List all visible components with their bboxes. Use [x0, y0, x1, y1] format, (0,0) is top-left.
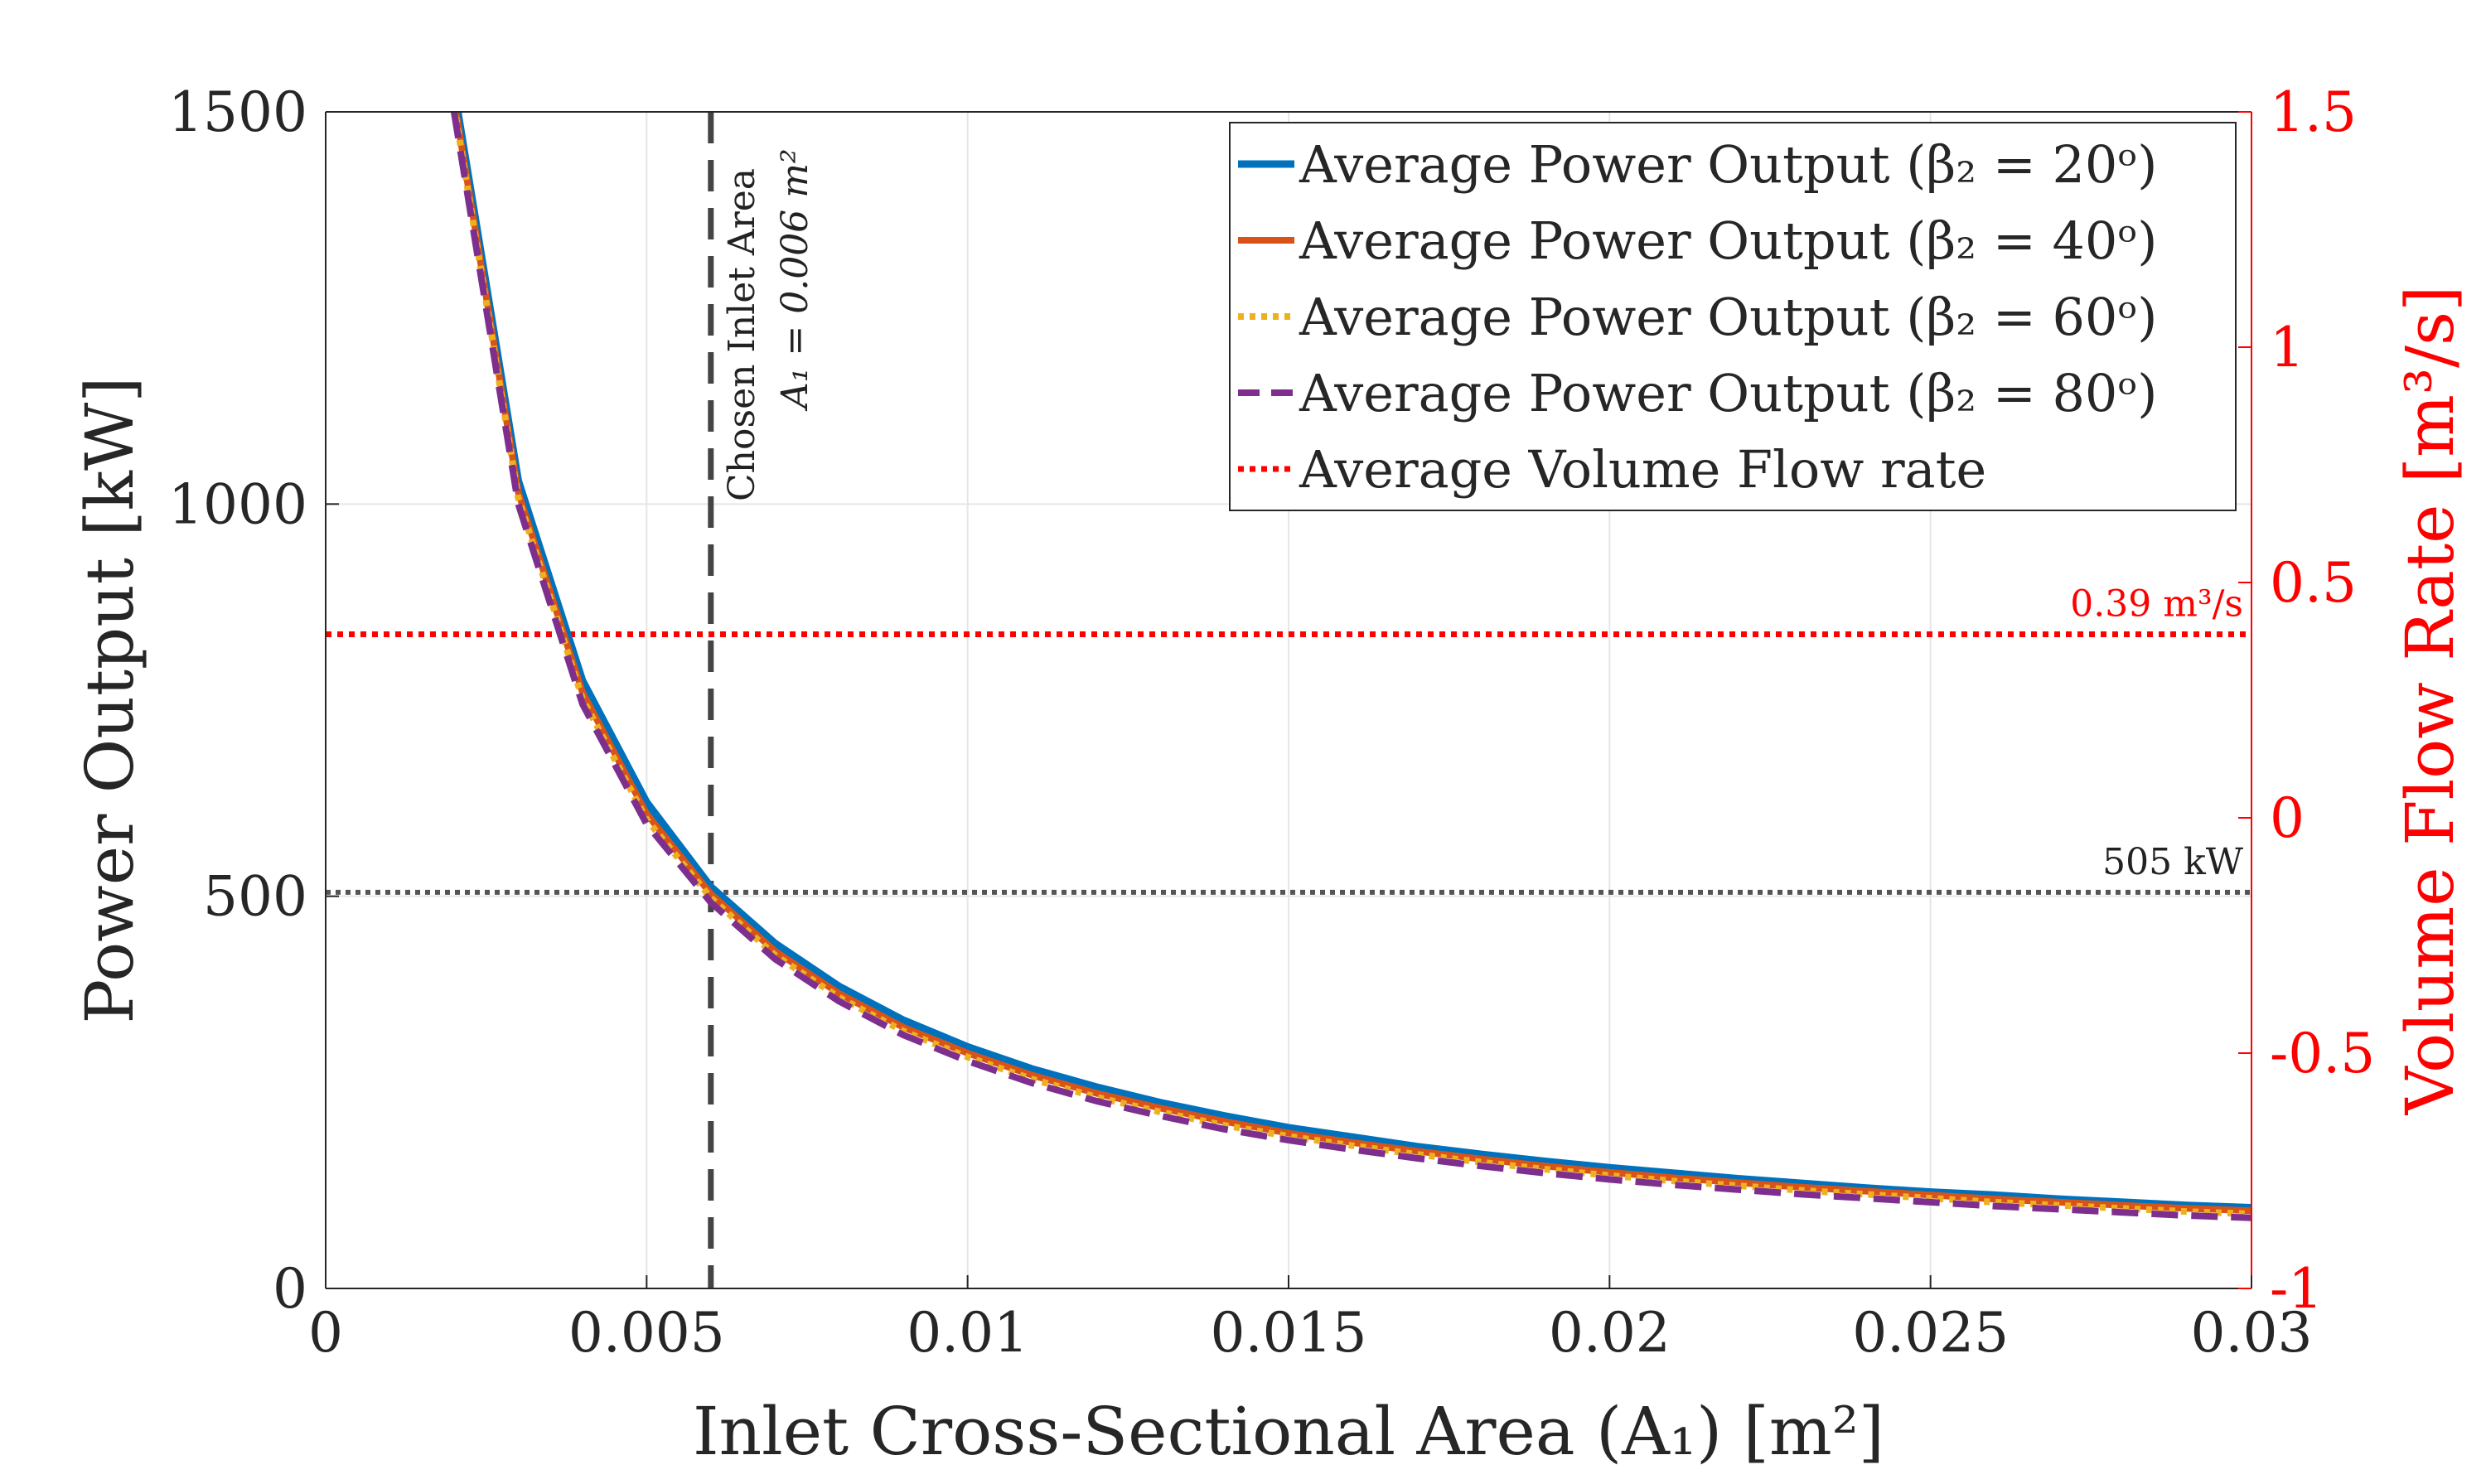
y2-axis-label: Volume Flow Rate [m³/s]: [2392, 286, 2469, 1116]
y2-tick-label: -0.5: [2270, 1022, 2375, 1085]
legend-label-2: Average Power Output (β₂ = 40ᵒ): [1299, 210, 2157, 271]
y-tick-label: 500: [203, 865, 307, 929]
reference-power-annotation: 505 kW: [2102, 841, 2244, 883]
x-tick-label: 0.02: [1549, 1301, 1671, 1365]
y2-tick-label: 1: [2270, 316, 2305, 379]
y2-tick-label: 0: [2270, 786, 2305, 850]
series-line-1: [453, 112, 2251, 1211]
x-tick-label: 0.015: [1211, 1301, 1367, 1365]
chosen-area-annotation-line2: A₁ = 0.006 m²: [774, 148, 816, 412]
y2-tick-label: 0.5: [2270, 551, 2357, 615]
y2-tick-label: -1: [2270, 1257, 2323, 1321]
volume-flow-annotation: 0.39 m³/s: [2070, 582, 2243, 625]
x-tick-label: 0.005: [568, 1301, 725, 1365]
legend-label-4: Average Power Output (β₂ = 80ᵒ): [1299, 363, 2157, 423]
chosen-area-annotation-line1: Chosen Inlet Area: [721, 168, 763, 501]
y-tick-label: 1000: [168, 472, 307, 536]
x-tick-label: 0.025: [1852, 1301, 2009, 1365]
x-tick-label: 0.03: [2191, 1301, 2313, 1365]
legend-label-3: Average Power Output (β₂ = 60ᵒ): [1299, 287, 2157, 347]
y-tick-label: 0: [273, 1257, 307, 1321]
legend: Average Power Output (β₂ = 20ᵒ) Average P…: [1229, 122, 2237, 511]
y2-tick-label: 1.5: [2270, 80, 2357, 144]
legend-box: [1229, 122, 2237, 511]
x-tick-label: 0.01: [907, 1301, 1028, 1365]
x-tick-label: 0: [308, 1301, 343, 1365]
y-axis-label: Power Output [kW]: [71, 377, 148, 1024]
axes: 0 0.005 0.01 0.015 0.02 0.025 0.03 0 500 1000 1500…: [71, 80, 2469, 1470]
series-line-3: [452, 112, 2251, 1218]
plot-area: 0.39 m³/s 505 kW Chosen Inlet Area A₁ = 0.0…: [326, 112, 2251, 1288]
y-tick-label: 1500: [168, 80, 307, 144]
legend-label-1: Average Power Output (β₂ = 20ᵒ): [1299, 134, 2157, 195]
plot-series-group: [326, 112, 2251, 1288]
x-axis-label: Inlet Cross-Sectional Area (A₁) [m²]: [693, 1393, 1884, 1470]
legend-label-5: Average Volume Flow rate: [1299, 439, 1986, 500]
